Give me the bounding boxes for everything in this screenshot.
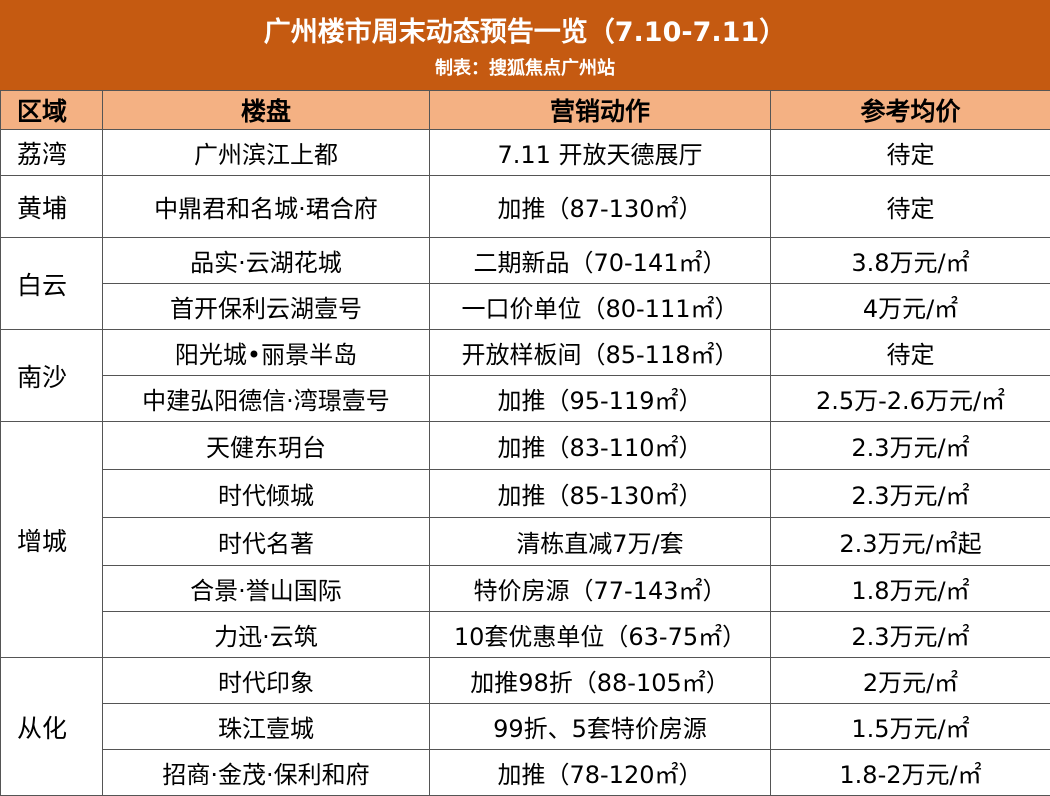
column-header-action: 营销动作 xyxy=(429,90,771,130)
project-cell: 阳光城•丽景半岛 xyxy=(102,329,430,376)
table-row: 招商·金茂·保利和府 加推（78-120㎡） 1.8-2万元/㎡ xyxy=(1,749,1050,796)
price-cell: 2万元/㎡ xyxy=(770,657,1050,704)
action-cell: 二期新品（70-141㎡） xyxy=(429,237,771,284)
project-cell: 时代名著 xyxy=(102,517,430,566)
action-cell: 特价房源（77-143㎡） xyxy=(429,565,771,612)
action-cell: 10套优惠单位（63-75㎡） xyxy=(429,611,771,658)
project-cell: 时代印象 xyxy=(102,657,430,704)
column-header-price: 参考均价 xyxy=(770,90,1050,130)
action-cell: 一口价单位（80-111㎡） xyxy=(429,283,771,330)
project-cell: 品实·云湖花城 xyxy=(102,237,430,284)
action-cell: 7.11 开放天德展厅 xyxy=(429,129,771,176)
table-row: 力迅·云筑 10套优惠单位（63-75㎡） 2.3万元/㎡ xyxy=(1,611,1050,658)
table-row: 南沙 阳光城•丽景半岛 开放样板间（85-118㎡） 待定 xyxy=(0,329,1050,422)
price-cell: 2.3万元/㎡起 xyxy=(770,517,1050,566)
table-row: 珠江壹城 99折、5套特价房源 1.5万元/㎡ xyxy=(1,703,1050,750)
region-cell: 增城 xyxy=(0,421,103,658)
action-cell: 加推（83-110㎡） xyxy=(429,421,771,470)
price-cell: 2.3万元/㎡ xyxy=(770,421,1050,470)
project-cell: 广州滨江上都 xyxy=(102,129,430,176)
region-cell: 黄埔 xyxy=(0,175,103,238)
price-cell: 1.8万元/㎡ xyxy=(770,565,1050,612)
region-cell: 白云 xyxy=(0,237,103,330)
action-cell: 加推（87-130㎡） xyxy=(429,175,771,238)
price-cell: 2.3万元/㎡ xyxy=(770,469,1050,518)
page-subtitle: 制表：搜狐焦点广州站 xyxy=(435,58,615,79)
action-cell: 清栋直减7万/套 xyxy=(429,517,771,566)
listing-table: 区域 楼盘 营销动作 参考均价 荔湾 广州滨江上都 7.11 开放天德展厅 待定 黄埔中… xyxy=(0,90,1050,796)
price-cell: 2.5万-2.6万元/㎡ xyxy=(770,375,1050,422)
region-cell: 从化 xyxy=(0,657,103,796)
action-cell: 加推98折（88-105㎡） xyxy=(429,657,771,704)
header-row: 区域 楼盘 营销动作 参考均价 xyxy=(0,90,1050,130)
project-cell: 力迅·云筑 xyxy=(102,611,430,658)
action-cell: 加推（85-130㎡） xyxy=(429,469,771,518)
column-header-project: 楼盘 xyxy=(102,90,430,130)
action-cell: 99折、5套特价房源 xyxy=(429,703,771,750)
column-header-region: 区域 xyxy=(0,90,103,130)
price-cell: 2.3万元/㎡ xyxy=(770,611,1050,658)
action-cell: 加推（78-120㎡） xyxy=(429,749,771,796)
price-cell: 待定 xyxy=(770,329,1050,376)
action-cell: 加推（95-119㎡） xyxy=(429,375,771,422)
project-cell: 中鼎君和名城·珺合府 xyxy=(102,175,430,238)
project-cell: 天健东玥台 xyxy=(102,421,430,470)
page-title: 广州楼市周末动态预告一览（7.10-7.11） xyxy=(263,17,787,48)
price-cell: 1.5万元/㎡ xyxy=(770,703,1050,750)
project-cell: 珠江壹城 xyxy=(102,703,430,750)
action-cell: 开放样板间（85-118㎡） xyxy=(429,329,771,376)
table-row: 时代倾城 加推（85-130㎡） 2.3万元/㎡ xyxy=(1,469,1050,518)
price-cell: 1.8-2万元/㎡ xyxy=(770,749,1050,796)
table-row: 从化 时代印象 加推98折（88-105㎡） 2万元/㎡ xyxy=(0,657,1050,796)
table-body: 荔湾 广州滨江上都 7.11 开放天德展厅 待定 黄埔 中鼎君和名城·珺合府 加推（87-1… xyxy=(0,129,1050,796)
table-row: 中建弘阳德信·湾璟壹号 加推（95-119㎡） 2.5万-2.6万元/㎡ xyxy=(1,375,1050,422)
region-cell: 南沙 xyxy=(0,329,103,422)
price-cell: 4万元/㎡ xyxy=(770,283,1050,330)
project-cell: 中建弘阳德信·湾璟壹号 xyxy=(102,375,430,422)
title-banner: 广州楼市周末动态预告一览（7.10-7.11） 制表：搜狐焦点广州站 xyxy=(0,0,1050,90)
table-row: 黄埔 中鼎君和名城·珺合府 加推（87-130㎡） 待定 xyxy=(0,175,1050,238)
price-cell: 3.8万元/㎡ xyxy=(770,237,1050,284)
table-row: 时代名著 清栋直减7万/套 2.3万元/㎡起 xyxy=(1,517,1050,566)
price-cell: 待定 xyxy=(770,175,1050,238)
region-cell: 荔湾 xyxy=(0,129,103,176)
project-cell: 时代倾城 xyxy=(102,469,430,518)
project-cell: 招商·金茂·保利和府 xyxy=(102,749,430,796)
project-cell: 合景·誉山国际 xyxy=(102,565,430,612)
project-cell: 首开保利云湖壹号 xyxy=(102,283,430,330)
table-row: 增城 天健东玥台 加推（83-110㎡） 2.3万元/㎡ xyxy=(0,421,1050,658)
table-row: 白云 品实·云湖花城 二期新品（70-141㎡） 3.8万元/㎡ xyxy=(0,237,1050,330)
table-row: 荔湾 广州滨江上都 7.11 开放天德展厅 待定 xyxy=(0,129,1050,176)
table-row: 合景·誉山国际 特价房源（77-143㎡） 1.8万元/㎡ xyxy=(1,565,1050,612)
price-cell: 待定 xyxy=(770,129,1050,176)
table-row: 首开保利云湖壹号 一口价单位（80-111㎡） 4万元/㎡ xyxy=(1,283,1050,330)
